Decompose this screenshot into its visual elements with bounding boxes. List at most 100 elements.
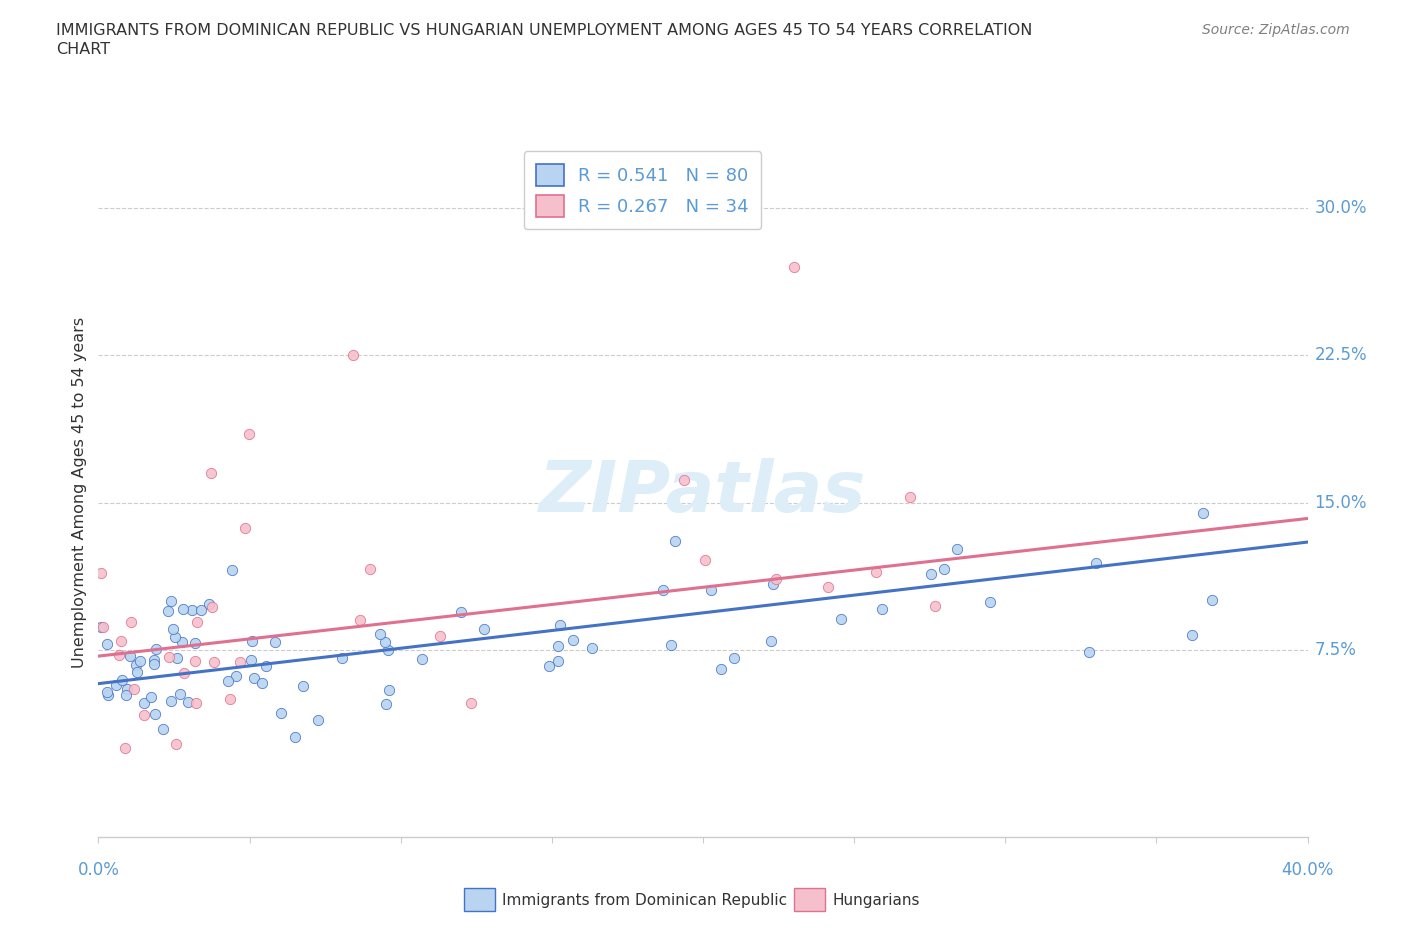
Point (110, 633, 132, 648)
Point (538, 659, 561, 674)
Point (342, 348, 364, 363)
Point (924, 599, 946, 614)
Point (114, 741, 136, 756)
Point (120, 649, 142, 664)
Point (1181, 628, 1204, 643)
Point (375, 697, 398, 711)
Point (378, 682, 401, 697)
Point (143, 657, 166, 671)
Point (562, 632, 585, 647)
Point (932, 562, 955, 577)
Point (581, 641, 603, 656)
Y-axis label: Unemployment Among Ages 45 to 54 years: Unemployment Among Ages 45 to 54 years (72, 317, 87, 669)
Point (198, 597, 221, 612)
Point (122, 682, 145, 697)
Point (172, 602, 194, 617)
Point (1191, 505, 1213, 520)
Text: CHART: CHART (56, 42, 110, 57)
Point (115, 688, 138, 703)
Point (145, 641, 167, 656)
Point (160, 593, 183, 608)
Point (243, 671, 266, 685)
Point (111, 672, 134, 687)
Point (429, 629, 451, 644)
Point (90, 565, 112, 580)
Text: Immigrants from Dominican Republic: Immigrants from Dominican Republic (502, 893, 787, 908)
Point (762, 576, 785, 591)
Point (250, 675, 273, 690)
Text: 30.0%: 30.0% (1315, 199, 1367, 217)
Text: IMMIGRANTS FROM DOMINICAN REPUBLIC VS HUNGARIAN UNEMPLOYMENT AMONG AGES 45 TO 54: IMMIGRANTS FROM DOMINICAN REPUBLIC VS HU… (56, 23, 1032, 38)
Point (165, 737, 187, 751)
Point (865, 565, 887, 580)
Point (377, 643, 399, 658)
Point (162, 622, 184, 637)
Point (181, 603, 204, 618)
Point (264, 634, 287, 649)
Point (830, 612, 852, 627)
Point (97, 688, 120, 703)
Point (664, 533, 686, 548)
Point (120, 615, 142, 630)
Point (108, 648, 131, 663)
Point (349, 613, 371, 628)
Point (411, 651, 433, 666)
Point (173, 666, 195, 681)
Text: 0.0%: 0.0% (77, 860, 120, 879)
Point (183, 636, 205, 651)
Point (238, 427, 260, 442)
Point (370, 627, 392, 642)
Text: 22.5%: 22.5% (1315, 346, 1367, 365)
Point (330, 651, 353, 666)
Point (152, 722, 174, 737)
Point (169, 687, 191, 702)
Point (450, 604, 472, 619)
Point (284, 730, 307, 745)
Point (291, 679, 314, 694)
Point (270, 706, 292, 721)
Point (163, 630, 186, 644)
Point (900, 489, 922, 504)
Point (761, 634, 783, 649)
Point (190, 603, 212, 618)
Point (125, 658, 148, 672)
Point (472, 622, 495, 637)
Point (132, 708, 155, 723)
Point (202, 655, 225, 670)
Point (90, 619, 112, 634)
Point (693, 552, 716, 567)
Text: 40.0%: 40.0% (1281, 860, 1334, 879)
Text: ZIPatlas: ZIPatlas (540, 458, 866, 527)
Point (547, 653, 569, 668)
Point (548, 618, 571, 632)
Text: 15.0%: 15.0% (1315, 494, 1367, 512)
Point (201, 600, 224, 615)
Point (979, 595, 1001, 610)
Point (117, 682, 139, 697)
Point (157, 604, 180, 618)
Point (235, 520, 257, 535)
Point (91, 619, 114, 634)
Point (225, 669, 247, 684)
Point (186, 614, 208, 629)
Point (96, 684, 118, 699)
Point (547, 638, 569, 653)
Point (143, 707, 166, 722)
Point (172, 634, 194, 649)
Point (200, 466, 222, 481)
Point (946, 542, 969, 557)
Point (782, 259, 804, 274)
Point (127, 665, 149, 680)
Point (872, 602, 894, 617)
Point (184, 654, 207, 669)
Point (184, 696, 207, 711)
Point (817, 579, 839, 594)
Point (142, 653, 165, 668)
Point (104, 677, 127, 692)
Point (710, 661, 733, 676)
Point (359, 562, 381, 577)
Text: Hungarians: Hungarians (832, 893, 920, 908)
Point (765, 572, 787, 587)
Point (1078, 644, 1101, 659)
Point (96, 636, 118, 651)
